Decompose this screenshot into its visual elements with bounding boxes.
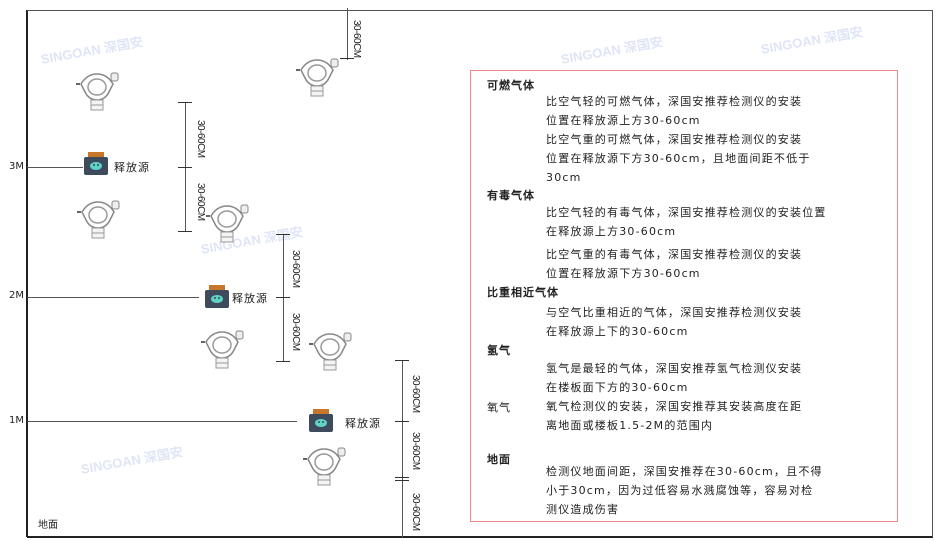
dimension-label: 30-60CM (195, 120, 206, 158)
dimension-line (347, 8, 348, 60)
release-source-icon (205, 285, 229, 308)
detector-icon (308, 332, 352, 371)
detector-icon (302, 447, 346, 486)
detector-icon (295, 58, 339, 97)
text-hydrogen: 氢气是最轻的气体，深国安推荐氢气检测仪安装 在楼板面下方的30-60cm (546, 362, 803, 394)
watermark: SINGOAN 深国安 (79, 444, 184, 477)
heading-oxygen: 氧气 (487, 401, 511, 414)
heading-toxic: 有毒气体 (487, 189, 535, 202)
text-toxic-heavy: 比空气重的有毒气体，深国安推荐检测仪的安装 位置在释放源下方30-60cm (546, 248, 803, 280)
dimension-label: 30-60CM (195, 183, 206, 221)
dimension-label: 30-60CM (410, 432, 421, 470)
detector-icon (205, 204, 249, 243)
wall-line (26, 10, 28, 537)
level-line-1m (27, 421, 297, 422)
level-label-1m: 1M (9, 415, 24, 426)
ground-line (27, 536, 933, 538)
detector-icon (76, 200, 120, 239)
level-line-3m (27, 167, 83, 168)
release-source-icon (84, 152, 108, 175)
watermark: SINGOAN 深国安 (759, 24, 864, 57)
heading-hydrogen: 氢气 (487, 344, 511, 357)
text-flammable-light: 比空气轻的可燃气体，深国安推荐检测仪的安装 位置在释放源上方30-60cm (546, 95, 803, 127)
watermark: SINGOAN 深国安 (559, 34, 664, 67)
text-toxic-light: 比空气轻的有毒气体，深国安推荐检测仪的安装位置 在释放源上方30-60cm (546, 206, 827, 238)
installation-guidelines-panel: 可燃气体 比空气轻的可燃气体，深国安推荐检测仪的安装 位置在释放源上方30-60… (470, 70, 898, 522)
text-oxygen: 氧气检测仪的安装，深国安推荐其安装高度在距 离地面或楼板1.5-2M的范围内 (546, 400, 803, 432)
release-source-label: 释放源 (232, 292, 268, 305)
dimension-label: 30-60CM (290, 250, 301, 288)
release-source-label: 释放源 (114, 161, 150, 174)
dimension-label: 30-60CM (410, 375, 421, 413)
detector-icon (75, 72, 119, 111)
dimension-line (283, 234, 284, 362)
right-wall-line (932, 10, 933, 537)
dimension-line (402, 360, 403, 538)
release-source-icon (309, 409, 333, 432)
heading-ground: 地面 (487, 453, 511, 466)
dimension-label: 30-60CM (351, 20, 362, 58)
ceiling-line (27, 10, 933, 11)
detector-icon (200, 330, 244, 369)
dimension-label: 30-60CM (410, 493, 421, 531)
level-line-2m (27, 297, 199, 298)
heading-flammable: 可燃气体 (487, 79, 535, 92)
watermark: SINGOAN 深国安 (39, 34, 144, 67)
ground-label: 地面 (38, 520, 58, 531)
dimension-label: 30-60CM (290, 313, 301, 351)
level-label-3m: 3M (9, 161, 24, 172)
level-label-2m: 2M (9, 290, 24, 301)
release-source-label: 释放源 (345, 417, 381, 430)
text-similar: 与空气比重相近的气体，深国安推荐检测仪安装 在释放源上下的30-60cm (546, 306, 803, 338)
text-ground: 检测仪地面间距，深国安推荐在30-60cm，且不得 小于30cm，因为过低容易水… (546, 465, 823, 516)
text-flammable-heavy: 比空气重的可燃气体，深国安推荐检测仪的安装 位置在释放源下方30-60cm，且地… (546, 133, 811, 184)
heading-similar: 比重相近气体 (487, 286, 559, 299)
